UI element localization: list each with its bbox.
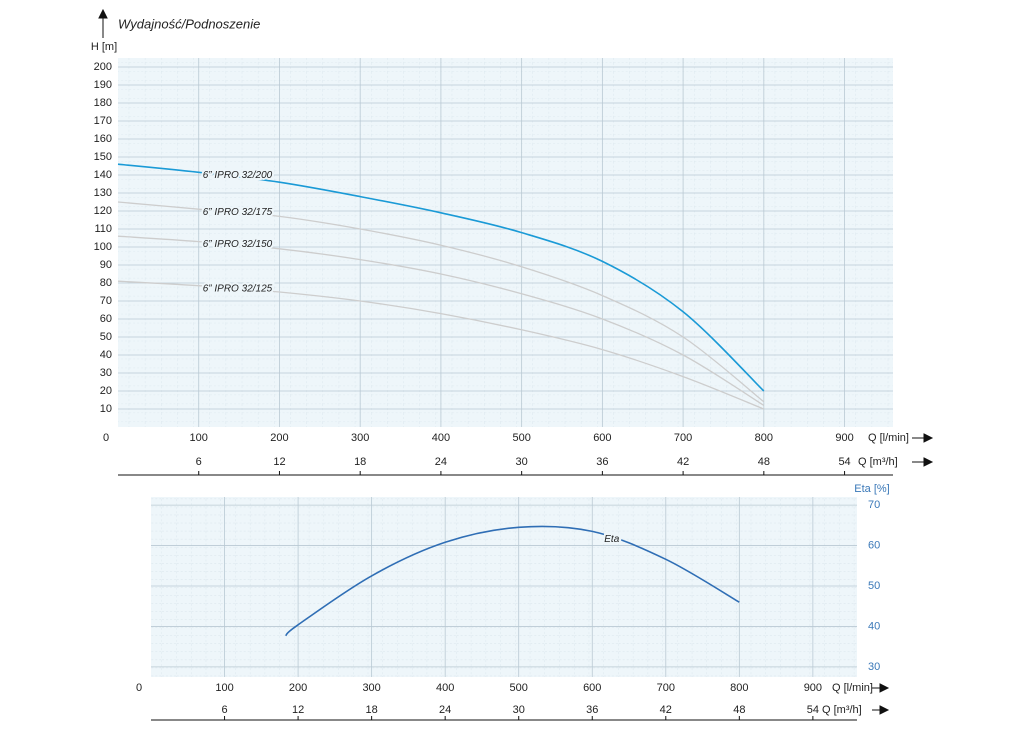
x-axis-label: Q [l/min] [868,432,909,444]
x2-tick-label: 42 [660,704,672,716]
y-tick-label: 30 [100,367,112,379]
series-label: 6” IPRO 32/175 [203,207,273,218]
x2-arrow [872,705,890,715]
series-label: 6” IPRO 32/200 [203,170,273,181]
y-axis-label: H [m] [91,41,117,53]
y-tick-label: 140 [94,169,112,181]
minor-grid [151,497,857,677]
x2-tick-label: 24 [439,704,451,716]
x-tick-label: 200 [289,682,307,694]
x2-tick-label: 6 [221,704,227,716]
x-tick-label: 800 [730,682,748,694]
series-label: 6” IPRO 32/125 [203,283,273,294]
y-tick-label: 100 [94,241,112,253]
series-line [285,525,740,637]
y-tick-label: 20 [100,385,112,397]
x-tick-label: 200 [270,432,288,444]
y-tick-label: 150 [94,151,112,163]
y-arrow [98,8,108,38]
x-arrow [872,683,890,693]
y-tick-label: 110 [94,223,112,235]
x2-tick-label: 30 [516,456,528,468]
y-tick-label: 30 [868,661,880,673]
y-tick-label: 50 [100,331,112,343]
x-tick-label: 600 [593,432,611,444]
x-tick-label: 100 [215,682,233,694]
x-tick-label: 400 [432,432,450,444]
series-line [117,163,765,392]
y-tick-label: 70 [868,499,880,511]
series-label: Eta [604,534,619,545]
series-label: 6” IPRO 32/150 [203,239,273,250]
x-tick-label: 600 [583,682,601,694]
x-arrow [912,433,934,443]
x2-tick-label: 48 [758,456,770,468]
x2-tick-label: 12 [273,456,285,468]
x-tick-label: 800 [755,432,773,444]
y-tick-label: 40 [868,620,880,632]
x2-arrow [912,457,934,467]
y-tick-label: 160 [94,133,112,145]
series-line [117,201,765,403]
x-tick-label: 700 [674,432,692,444]
y-tick-label: 50 [868,580,880,592]
y-tick-label: 170 [94,115,112,127]
x2-tick-label: 36 [596,456,608,468]
y-tick-label: 60 [100,313,112,325]
y-tick-label: 10 [100,403,112,415]
x2-tick-label: 18 [366,704,378,716]
x2-axis-label: Q [m³/h] [822,704,862,716]
x2-tick-label: 42 [677,456,689,468]
x-tick-label: 300 [351,432,369,444]
y-tick-label: 70 [100,295,112,307]
x2-tick-label: 24 [435,456,447,468]
x2-tick-label: 18 [354,456,366,468]
series-line [117,235,765,406]
x2-tick-label: 54 [807,704,819,716]
x-tick-label: 300 [362,682,380,694]
x-tick-label: 100 [190,432,208,444]
chart-title: Wydajność/Podnoszenie [118,16,260,31]
x2-axis-label: Q [m³/h] [858,456,898,468]
x-tick-label: 400 [436,682,454,694]
y-tick-label: 190 [94,79,112,91]
x2-tick-label: 36 [586,704,598,716]
x-tick-label: 900 [835,432,853,444]
x2-tick-label: 54 [838,456,850,468]
x2-tick-label: 48 [733,704,745,716]
y-tick-label: 120 [94,205,112,217]
y-tick-label: 80 [100,277,112,289]
x-tick-label: 500 [512,432,530,444]
x-tick-label: 0 [103,432,109,444]
x2-tick-label: 12 [292,704,304,716]
x-tick-label: 700 [657,682,675,694]
y-tick-label: 130 [94,187,112,199]
y-axis-label: Eta [%] [854,483,889,495]
x-tick-label: 0 [136,682,142,694]
x-tick-label: 500 [510,682,528,694]
x2-tick-label: 6 [196,456,202,468]
series-line [117,280,765,410]
x2-tick-label: 30 [513,704,525,716]
x-tick-label: 900 [804,682,822,694]
y-tick-label: 180 [94,97,112,109]
y-tick-label: 200 [94,61,112,73]
x-axis-label: Q [l/min] [832,682,873,694]
y-tick-label: 40 [100,349,112,361]
y-tick-label: 60 [868,539,880,551]
y-tick-label: 90 [100,259,112,271]
